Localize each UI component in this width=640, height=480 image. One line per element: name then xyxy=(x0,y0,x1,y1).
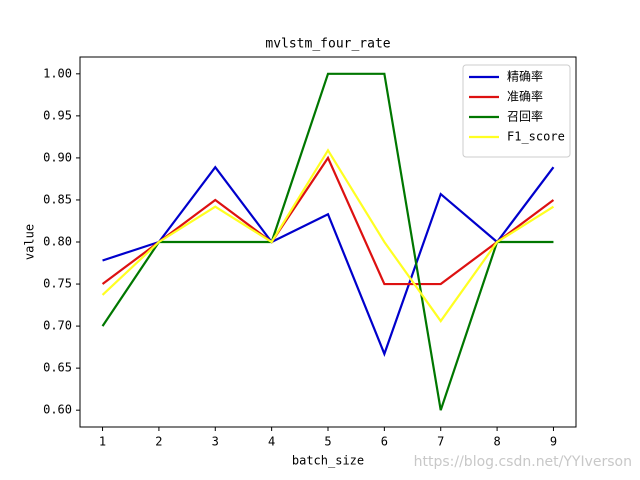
y-tick-label: 0.90 xyxy=(43,150,72,164)
y-tick-label: 0.60 xyxy=(43,403,72,417)
x-tick-label: 1 xyxy=(99,435,106,449)
legend-label: F1_score xyxy=(507,130,565,144)
y-tick-label: 1.00 xyxy=(43,66,72,80)
x-tick-label: 3 xyxy=(212,435,219,449)
x-tick-label: 4 xyxy=(268,435,275,449)
chart-title: mvlstm_four_rate xyxy=(265,37,390,52)
series-line xyxy=(101,148,555,323)
x-tick-label: 9 xyxy=(550,435,557,449)
x-axis-label: batch_size xyxy=(292,454,364,468)
x-tick-label: 6 xyxy=(381,435,388,449)
plot-frame xyxy=(79,56,577,428)
y-axis-label: value xyxy=(23,224,37,260)
x-tick-label: 8 xyxy=(493,435,500,449)
legend-label: 召回率 xyxy=(507,109,543,124)
legend-label: 准确率 xyxy=(507,89,543,104)
y-tick-label: 0.95 xyxy=(43,108,72,122)
y-tick-label: 0.80 xyxy=(43,235,72,249)
y-tick-label: 0.65 xyxy=(43,361,72,375)
legend-box xyxy=(462,64,571,158)
legend-label: 精确率 xyxy=(507,69,543,84)
y-tick-label: 0.75 xyxy=(43,277,72,291)
series-line xyxy=(102,165,555,357)
watermark: https://blog.csdn.net/YYIverson xyxy=(414,454,632,470)
series-line xyxy=(101,155,555,286)
x-tick-label: 7 xyxy=(437,435,444,449)
y-tick-label: 0.85 xyxy=(43,192,72,206)
x-tick-label: 2 xyxy=(155,435,162,449)
y-tick-label: 0.70 xyxy=(43,319,72,333)
x-tick-label: 5 xyxy=(324,435,331,449)
series-line xyxy=(101,72,554,411)
